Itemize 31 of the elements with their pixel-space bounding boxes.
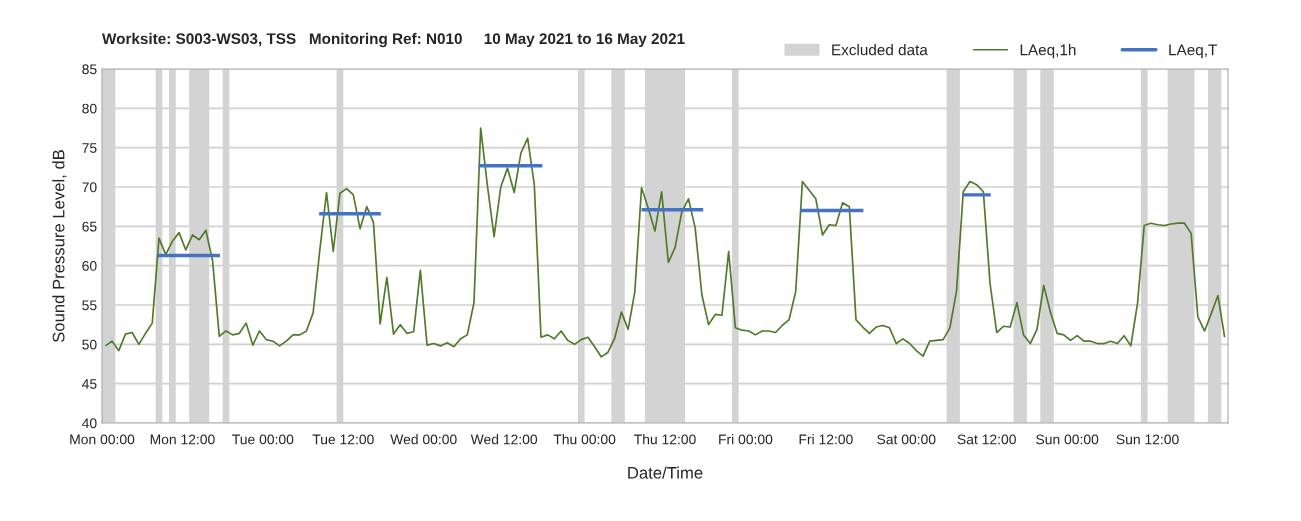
y-tick-label: 45: [82, 379, 97, 389]
x-tick-label: Sat 12:00: [957, 434, 1016, 445]
line-series: [104, 127, 1226, 358]
legend-label: LAeq,1h: [1020, 44, 1076, 59]
x-tick-label: Fri 00:00: [719, 434, 773, 445]
x-tick-label: Mon 00:00: [70, 434, 135, 445]
y-tick-label: 70: [82, 182, 97, 193]
x-tick-label: Fri 12:00: [799, 434, 853, 445]
y-tick-label: 85: [82, 64, 97, 75]
x-tick-label: Sat 00:00: [877, 434, 936, 445]
x-tick-label: Thu 12:00: [634, 434, 696, 445]
y-tick-label: 80: [82, 103, 97, 114]
x-tick-label: Tue 00:00: [232, 434, 294, 445]
y-tick-label: 55: [82, 300, 97, 311]
legend-label: Excluded data: [832, 44, 928, 56]
y-tick-label: 50: [82, 339, 97, 350]
x-tick-label: Tue 12:00: [312, 434, 374, 445]
y-axis-title: Sound Pressure Level, dB: [52, 150, 67, 343]
x-axis-title: Date/Time: [628, 466, 703, 479]
y-tick-label: 65: [82, 221, 97, 232]
x-tick-label: Thu 00:00: [553, 434, 616, 445]
y-tick-label: 75: [82, 143, 97, 153]
x-tick-label: Sun 12:00: [1116, 434, 1179, 445]
chart-title: Worksite: S003-WS03, TSS Monitoring Ref: N010 10 May 2021 to 16 May 2021: [102, 32, 685, 48]
x-tick-label: Sun 00:00: [1036, 434, 1099, 445]
y-tick-label: 60: [82, 261, 97, 271]
y-tick-label: 40: [82, 418, 97, 429]
legend-label: LAeq,T: [1169, 44, 1217, 59]
x-tick-label: Wed 00:00: [390, 434, 457, 445]
x-tick-label: Wed 12:00: [470, 434, 538, 445]
x-tick-label: Mon 12:00: [150, 434, 215, 445]
